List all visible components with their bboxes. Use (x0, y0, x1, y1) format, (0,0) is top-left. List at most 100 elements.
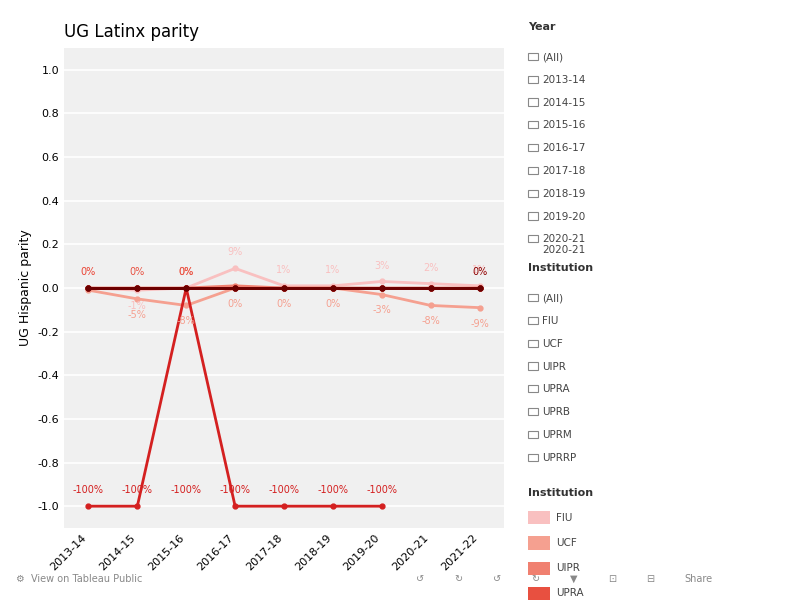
Text: 0%: 0% (130, 267, 145, 277)
Text: ✓: ✓ (529, 361, 535, 370)
UPRRP (230, 284, 240, 292)
Text: UIPR: UIPR (556, 563, 580, 573)
FIU (474, 282, 484, 289)
Text: 2014-15: 2014-15 (542, 98, 586, 107)
Text: -8%: -8% (422, 316, 440, 326)
UIPR (182, 284, 191, 292)
UIPR (474, 284, 484, 292)
UPRB (328, 503, 338, 510)
Text: -100%: -100% (220, 485, 250, 495)
FIU (133, 287, 142, 294)
Text: 2020-21: 2020-21 (542, 245, 586, 255)
UIPR (377, 284, 386, 292)
UPRM (328, 284, 338, 292)
Text: 0%: 0% (178, 267, 194, 277)
Line: UIPR: UIPR (86, 283, 482, 290)
Text: 2017-18: 2017-18 (542, 166, 586, 176)
UCF (426, 302, 435, 309)
UCF (474, 304, 484, 311)
Text: -3%: -3% (373, 305, 391, 316)
Text: FIU: FIU (556, 513, 572, 523)
UIPR (133, 284, 142, 292)
UIPR (230, 282, 240, 289)
Text: UIPR: UIPR (542, 362, 566, 371)
UPRM (279, 284, 289, 292)
Text: UPRB: UPRB (542, 407, 570, 417)
UPRRP (182, 284, 191, 292)
Text: (All): (All) (542, 293, 563, 303)
UIPR (84, 284, 94, 292)
UCF (84, 287, 94, 294)
UPRA (84, 284, 94, 292)
Text: UPRM: UPRM (542, 430, 572, 440)
Text: ✓: ✓ (529, 316, 535, 325)
UCF (279, 284, 289, 292)
UPRRP (474, 284, 484, 292)
UIPR (328, 284, 338, 292)
FIU (84, 284, 94, 292)
Text: ▼: ▼ (570, 574, 577, 584)
Text: 1%: 1% (276, 265, 292, 275)
Text: ⚙  View on Tableau Public: ⚙ View on Tableau Public (16, 574, 142, 584)
Text: ✓: ✓ (529, 338, 535, 347)
Text: 3%: 3% (374, 260, 390, 271)
Text: 0%: 0% (178, 267, 194, 277)
Text: -1%: -1% (128, 301, 146, 311)
Line: UCF: UCF (86, 286, 482, 310)
Text: ⊟: ⊟ (646, 574, 654, 584)
Text: 2016-17: 2016-17 (542, 143, 586, 153)
Text: ✓: ✓ (529, 430, 535, 439)
Text: 2020-21: 2020-21 (542, 235, 586, 244)
UPRRP (426, 284, 435, 292)
Text: ✓: ✓ (529, 143, 535, 152)
Line: UPRB: UPRB (86, 286, 384, 509)
Text: 2013-14: 2013-14 (542, 75, 586, 85)
UPRM (230, 284, 240, 292)
Text: 0%: 0% (81, 267, 96, 277)
UPRA (133, 284, 142, 292)
Text: 2018-19: 2018-19 (542, 189, 586, 199)
UPRA (328, 284, 338, 292)
UPRB (230, 503, 240, 510)
Text: ✓: ✓ (529, 74, 535, 83)
Text: ↻: ↻ (531, 574, 539, 584)
Text: ✓: ✓ (529, 407, 535, 416)
Text: 9%: 9% (227, 247, 242, 257)
UPRRP (279, 284, 289, 292)
Text: 0%: 0% (178, 267, 194, 277)
Text: UPRRP: UPRRP (542, 453, 577, 463)
UCF (133, 295, 142, 302)
Text: ✓: ✓ (529, 211, 535, 220)
Text: Share: Share (685, 574, 713, 584)
Text: Institution: Institution (528, 263, 593, 273)
UPRA (230, 284, 240, 292)
Text: 1%: 1% (472, 265, 487, 275)
Text: ↺: ↺ (493, 574, 501, 584)
Text: UG Latinx parity: UG Latinx parity (64, 23, 199, 41)
Text: ✓: ✓ (529, 384, 535, 393)
UIPR (426, 284, 435, 292)
Text: -9%: -9% (470, 319, 489, 329)
Text: -100%: -100% (318, 485, 348, 495)
UPRM (84, 284, 94, 292)
Text: 2%: 2% (423, 263, 438, 273)
Text: ✓: ✓ (529, 97, 535, 106)
Y-axis label: UG Hispanic parity: UG Hispanic parity (19, 230, 32, 346)
Text: ↻: ↻ (454, 574, 462, 584)
Text: UCF: UCF (542, 339, 563, 349)
Text: ↺: ↺ (416, 574, 424, 584)
Line: UPRM: UPRM (86, 286, 482, 290)
UPRM (133, 284, 142, 292)
Text: Institution: Institution (528, 488, 593, 497)
UPRB (84, 503, 94, 510)
Text: UPRA: UPRA (542, 385, 570, 394)
Text: -8%: -8% (177, 316, 195, 326)
Text: -100%: -100% (269, 485, 299, 495)
Text: FIU: FIU (542, 316, 558, 326)
Text: ✓: ✓ (529, 52, 535, 61)
Text: ✓: ✓ (529, 293, 535, 302)
Text: 1%: 1% (326, 265, 341, 275)
FIU (182, 284, 191, 292)
UPRM (426, 284, 435, 292)
Text: 0%: 0% (276, 299, 292, 309)
